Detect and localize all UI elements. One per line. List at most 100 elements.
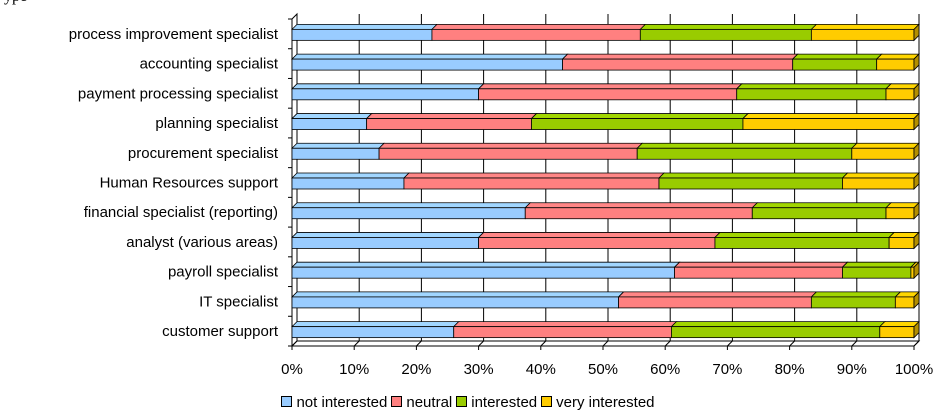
bar-top-segment bbox=[378, 142, 644, 149]
legend-item: interested bbox=[456, 394, 537, 411]
bar-top-segment bbox=[561, 53, 799, 60]
x-tick-label: 60% bbox=[650, 361, 680, 378]
category-label: procurement specialist bbox=[128, 145, 279, 162]
bar-top-segment bbox=[673, 261, 849, 268]
bar-top-segment bbox=[477, 232, 721, 238]
bar-segment bbox=[639, 28, 812, 41]
bar-top-segment bbox=[841, 172, 920, 179]
bar-segment bbox=[291, 296, 619, 309]
gridline-floor bbox=[291, 340, 298, 347]
x-tick-label: 10% bbox=[339, 361, 369, 378]
legend-label: neutral bbox=[406, 393, 453, 411]
legend-label: not interested bbox=[296, 393, 388, 411]
bar-top-segment bbox=[751, 202, 892, 209]
bar-segment bbox=[888, 237, 915, 249]
x-tick-label: 50% bbox=[588, 361, 618, 378]
bar-segment bbox=[714, 237, 890, 249]
bar-segment bbox=[562, 58, 794, 71]
category-label: customer support bbox=[162, 323, 279, 340]
bar-top-segment bbox=[875, 53, 920, 60]
bar-top-segment bbox=[850, 142, 920, 149]
category-label: process improvement specialist bbox=[69, 26, 279, 43]
bar-segment bbox=[618, 296, 812, 309]
bar-segment bbox=[378, 147, 638, 160]
bar-top-segment bbox=[291, 202, 532, 209]
bar-top-segment bbox=[291, 321, 460, 328]
bar-segment bbox=[742, 118, 915, 130]
category-label: financial specialist (reporting) bbox=[84, 204, 278, 221]
legend-swatch bbox=[281, 396, 293, 408]
x-tick-label: 100% bbox=[895, 361, 933, 378]
bar-segment bbox=[291, 207, 526, 220]
bar-end-face bbox=[913, 23, 920, 42]
bar-top-segment bbox=[841, 261, 917, 268]
bar-segment bbox=[291, 326, 455, 339]
bar-top-segment bbox=[291, 142, 386, 149]
bar-end-face bbox=[913, 172, 920, 190]
bar-segment bbox=[291, 88, 480, 101]
gridline-floor bbox=[602, 340, 609, 347]
bar-segment bbox=[291, 266, 675, 279]
bar-end-face bbox=[913, 112, 920, 131]
bar-end-face bbox=[913, 53, 920, 72]
bar-segment bbox=[810, 28, 915, 41]
category-label: payment processing specialist bbox=[78, 85, 279, 102]
bar-top-segment bbox=[291, 23, 438, 30]
bar-top-segment bbox=[291, 291, 625, 298]
category-label: Human Resources support bbox=[100, 175, 279, 192]
bars-layer bbox=[291, 23, 920, 339]
chart-title: ype bbox=[4, 0, 27, 6]
bar-segment bbox=[792, 58, 878, 71]
bar-top-segment bbox=[291, 113, 373, 119]
bar-top-segment bbox=[452, 321, 678, 328]
gridline-floor bbox=[416, 340, 422, 347]
bar-top-segment bbox=[670, 321, 886, 328]
bar-segment bbox=[658, 177, 843, 190]
bar-segment bbox=[671, 326, 881, 339]
bar-end-face bbox=[913, 231, 920, 250]
legend-label: very interested bbox=[556, 393, 655, 411]
bar-top-segment bbox=[885, 202, 920, 209]
bar-top-segment bbox=[617, 291, 818, 298]
bar-segment bbox=[453, 326, 672, 339]
bar-top-segment bbox=[402, 172, 665, 179]
legend-item: very interested bbox=[541, 393, 655, 411]
bar-segment bbox=[842, 177, 915, 190]
bar-segment bbox=[751, 207, 887, 220]
bar-segment bbox=[810, 296, 896, 309]
legend-swatch bbox=[391, 396, 403, 408]
bar-segment bbox=[894, 296, 915, 309]
x-tick-label: 80% bbox=[775, 361, 805, 378]
gridline-floor bbox=[913, 340, 920, 347]
bar-top-segment bbox=[477, 83, 743, 90]
bar-top-segment bbox=[291, 261, 681, 268]
bar-top-segment bbox=[636, 142, 858, 149]
bar-top-segment bbox=[430, 23, 647, 30]
bar-end-face bbox=[913, 82, 920, 101]
bar-top-segment bbox=[791, 53, 883, 60]
x-tick-label: 30% bbox=[464, 361, 494, 378]
gridline-floor bbox=[851, 340, 858, 347]
bar-segment bbox=[291, 177, 405, 190]
bar-segment bbox=[403, 177, 660, 190]
gridline-floor bbox=[727, 340, 733, 347]
bar-segment bbox=[879, 326, 915, 339]
bar-segment bbox=[851, 147, 915, 160]
bar-segment bbox=[524, 207, 753, 220]
bar-top-segment bbox=[524, 202, 759, 209]
bar-segment bbox=[366, 118, 532, 130]
x-tick-label: 90% bbox=[837, 361, 867, 378]
bar-top-segment bbox=[885, 83, 920, 90]
legend-label: interested bbox=[471, 393, 538, 411]
bar-top-segment bbox=[291, 172, 410, 179]
bar-top-segment bbox=[291, 232, 485, 238]
legend-item: neutral bbox=[391, 394, 452, 411]
bar-segment bbox=[885, 88, 915, 101]
bar-segment bbox=[910, 266, 915, 279]
stacked-bar-chart: 0% 10% 20% 30% 40% 50% 60% 70% 80% 90% 100% process… bbox=[69, 12, 933, 378]
bar-end-face bbox=[913, 142, 920, 161]
bar-segment bbox=[736, 88, 887, 101]
bar-segment bbox=[291, 147, 380, 160]
bar-top-segment bbox=[878, 321, 920, 328]
bar-segment bbox=[291, 237, 480, 249]
